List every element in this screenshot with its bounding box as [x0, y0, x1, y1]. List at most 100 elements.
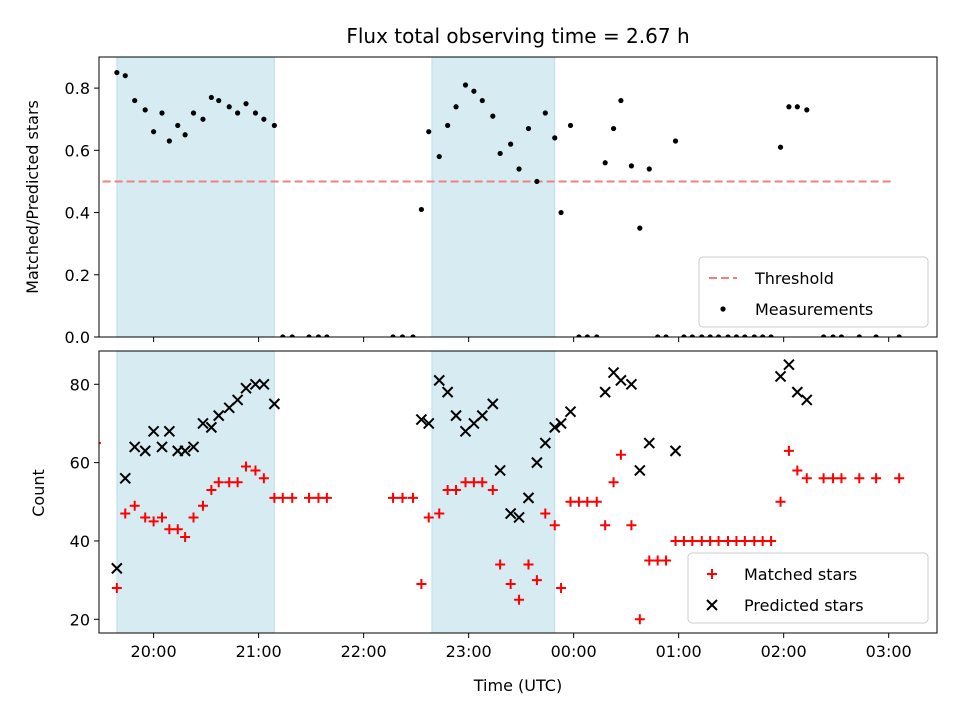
- predicted-star-point: [441, 386, 454, 398]
- y-tick-label: 60: [70, 454, 90, 473]
- measurement-point: [558, 209, 564, 216]
- x-tick-label: 02:00: [761, 642, 807, 661]
- predicted-star-point: [163, 425, 176, 437]
- measurement-point: [567, 122, 574, 129]
- matched-star-point: [495, 559, 506, 570]
- legend-label: Matched stars: [744, 565, 857, 584]
- matched-star-point: [556, 582, 567, 593]
- matched-star-point: [514, 594, 525, 605]
- measurement-point: [542, 110, 548, 116]
- matched-star-point: [828, 473, 839, 484]
- measurement-point: [725, 334, 731, 337]
- predicted-star-point: [213, 409, 225, 422]
- matched-star-point: [531, 575, 542, 586]
- predicted-star-point: [494, 464, 506, 477]
- shaded-span-1: [116, 351, 275, 633]
- panel-frame: [98, 350, 938, 634]
- matched-star-point: [287, 492, 298, 503]
- predicted-star-point: [615, 374, 627, 387]
- matched-star-point: [241, 461, 252, 472]
- predicted-star-point: [119, 472, 131, 484]
- matched-star-point: [258, 473, 269, 484]
- measurement-point: [777, 144, 784, 150]
- matched-star-point: [582, 496, 593, 507]
- matched-star-point: [836, 473, 847, 484]
- measurement-point: [190, 110, 197, 116]
- plot-area: [99, 57, 902, 337]
- measurement-point: [552, 135, 558, 141]
- matched-star-point: [140, 512, 151, 523]
- y-tick-label: 0.6: [65, 141, 90, 160]
- predicted-star-point: [205, 421, 218, 434]
- measurement-point: [715, 334, 722, 337]
- measurement-point: [637, 225, 643, 231]
- measurement-point: [628, 163, 635, 169]
- matched-star-point: [775, 496, 786, 507]
- predicted-star-point: [258, 378, 270, 390]
- matched-star-point: [487, 485, 498, 496]
- matched-star-point: [854, 473, 865, 484]
- matched-star-point: [739, 535, 750, 546]
- predicted-star-point: [156, 441, 168, 453]
- top-panel: 0.0 0.2 0.4 0.6 0.8 Threshold Measurements: [65, 56, 938, 347]
- measurement-point: [646, 166, 652, 172]
- measurement-point: [497, 150, 503, 157]
- matched-star-point: [407, 492, 418, 503]
- bottom-panel: 20:00 21:00 22:00 23:00 00:00 01:00 02:00 03:00…: [70, 350, 938, 661]
- matched-star-point: [304, 492, 315, 503]
- measurement-point: [261, 116, 267, 122]
- predicted-star-point: [433, 374, 445, 387]
- matched-star-point: [801, 473, 812, 484]
- matched-star-point: [468, 477, 479, 488]
- predicted-star-point: [522, 492, 535, 504]
- predicted-star-point: [415, 413, 428, 426]
- legend-box: [687, 552, 929, 624]
- measurement-point: [216, 97, 222, 104]
- matched-star-point: [321, 492, 332, 503]
- top-y-axis-label: Matched/Predicted stars: [23, 100, 42, 294]
- measurement-point: [142, 107, 148, 113]
- matched-star-point: [783, 445, 794, 456]
- matched-star-point: [197, 500, 208, 511]
- series-matched-stars: [99, 442, 905, 625]
- measurement-point: [426, 129, 432, 135]
- measurement-point: [576, 334, 582, 337]
- measurement-point: [873, 334, 879, 337]
- matched-star-point: [540, 508, 551, 519]
- measurement-point: [208, 94, 214, 101]
- matched-star-point: [460, 477, 471, 488]
- matched-star-point: [696, 535, 707, 546]
- y-tick-label: 20: [70, 610, 90, 629]
- matched-star-point: [644, 555, 655, 566]
- predicted-star-point: [450, 409, 462, 422]
- matched-star-point: [120, 508, 131, 519]
- matched-star-point: [442, 485, 453, 496]
- matched-star-point: [111, 582, 122, 593]
- measurement-point: [804, 107, 810, 113]
- y-tick-label: 0.0: [65, 328, 90, 347]
- matched-star-point: [792, 465, 803, 476]
- matched-star-point: [731, 535, 742, 546]
- matched-star-point: [224, 477, 235, 488]
- measurement-point: [122, 73, 128, 79]
- measurement-point: [166, 138, 172, 144]
- predicted-star-point: [231, 394, 244, 406]
- measurement-point: [114, 69, 120, 76]
- measurement-point: [200, 116, 206, 122]
- legend: Threshold Measurements: [698, 256, 929, 328]
- x-tick-label: 03:00: [866, 642, 912, 661]
- predicted-star-point: [249, 378, 262, 390]
- predicted-star-point: [564, 406, 577, 418]
- matched-star-point: [565, 496, 576, 507]
- predicted-star-point: [513, 511, 525, 524]
- measurement-point: [479, 97, 485, 104]
- legend-label: Predicted stars: [744, 596, 864, 615]
- predicted-star-point: [599, 386, 611, 398]
- measurement-point: [490, 113, 496, 119]
- predicted-star-point: [423, 417, 435, 430]
- predicted-star-point: [139, 445, 151, 457]
- predicted-star-point: [774, 370, 787, 383]
- matched-star-point: [600, 520, 611, 531]
- series-measurements: [114, 69, 902, 337]
- matched-star-point: [505, 579, 516, 590]
